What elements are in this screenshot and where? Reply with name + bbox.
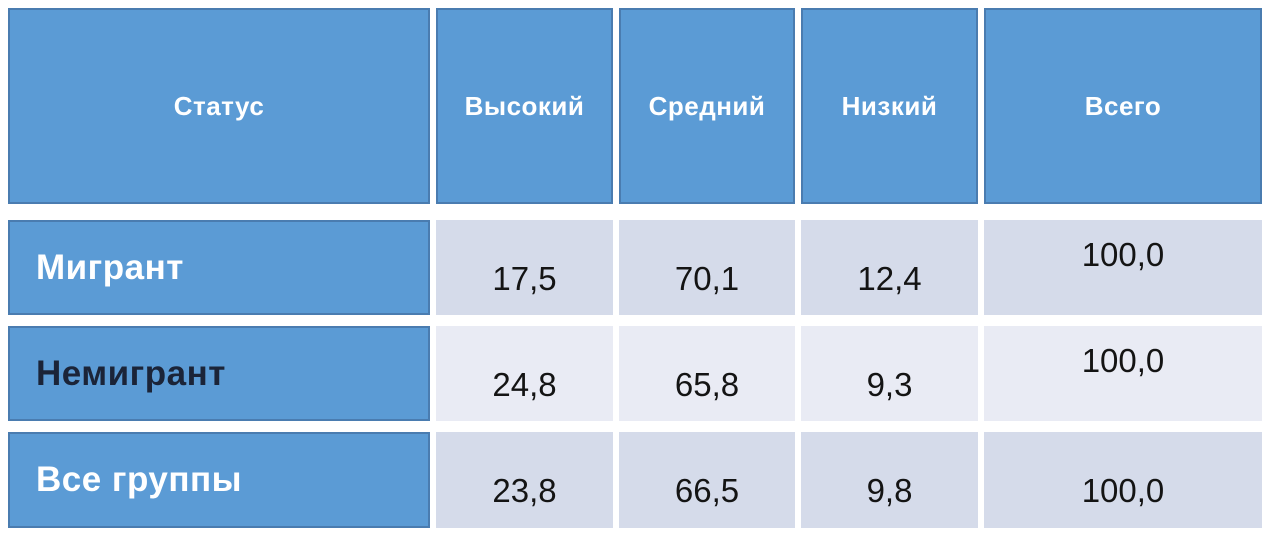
cell-migrant-total: 100,0 <box>984 220 1262 315</box>
cell-migrant-high: 17,5 <box>436 220 613 315</box>
header-cell-status: Статус <box>8 8 430 204</box>
status-distribution-table: Статус Высокий Средний Низкий Всего Мигр… <box>8 8 1262 528</box>
cell-all-groups-high: 23,8 <box>436 432 613 528</box>
row-label-all-groups: Все группы <box>8 432 430 528</box>
cell-migrant-middle: 70,1 <box>619 220 795 315</box>
cell-migrant-low: 12,4 <box>801 220 978 315</box>
cell-nonmigrant-low: 9,3 <box>801 326 978 421</box>
cell-all-groups-middle: 66,5 <box>619 432 795 528</box>
header-cell-middle: Средний <box>619 8 795 204</box>
cell-nonmigrant-total: 100,0 <box>984 326 1262 421</box>
header-cell-total: Всего <box>984 8 1262 204</box>
cell-nonmigrant-high: 24,8 <box>436 326 613 421</box>
cell-all-groups-total: 100,0 <box>984 432 1262 528</box>
header-cell-high: Высокий <box>436 8 613 204</box>
header-cell-low: Низкий <box>801 8 978 204</box>
cell-nonmigrant-middle: 65,8 <box>619 326 795 421</box>
cell-all-groups-low: 9,8 <box>801 432 978 528</box>
row-label-migrant: Мигрант <box>8 220 430 315</box>
row-label-nonmigrant: Немигрант <box>8 326 430 421</box>
